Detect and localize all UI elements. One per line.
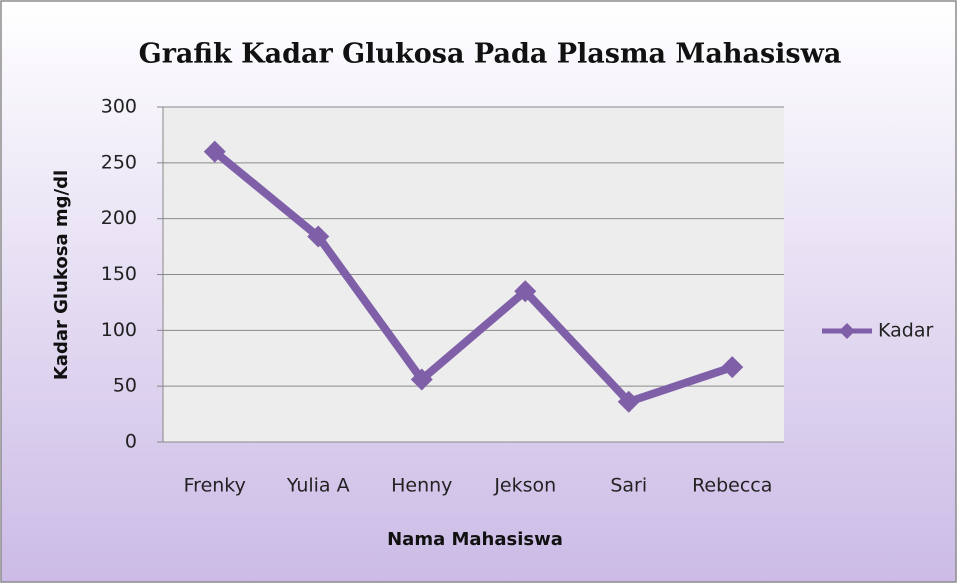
data-point [617,390,640,413]
data-point [514,280,537,303]
y-tick-label: 300 [101,96,137,118]
y-tick-label: 50 [113,375,137,397]
data-line [212,148,734,406]
x-tick-label: Rebecca [692,475,772,497]
data-point [203,140,226,163]
y-tick-label: 250 [101,151,137,173]
y-tick-label: 200 [101,207,137,229]
x-tick-label: Henny [391,475,452,497]
x-tick-label: Frenky [184,475,246,497]
data-point [410,368,433,391]
legend-marker [839,323,855,339]
y-tick-label: 100 [101,319,137,341]
data-point [307,225,330,248]
x-axis-label: Nama Mahasiswa [387,529,563,550]
y-tick-label: 0 [125,431,137,453]
y-tick-label: 150 [101,263,137,285]
x-tick-label: Sari [610,475,647,497]
chart-title: Grafik Kadar Glukosa Pada Plasma Mahasis… [139,39,842,70]
x-tick-label: Yulia A [286,475,350,497]
legend-label: Kadar [878,320,933,342]
data-point [721,356,744,379]
y-axis-label: Kadar Glukosa mg/dl [51,170,72,380]
x-tick-label: Jekson [493,475,556,497]
